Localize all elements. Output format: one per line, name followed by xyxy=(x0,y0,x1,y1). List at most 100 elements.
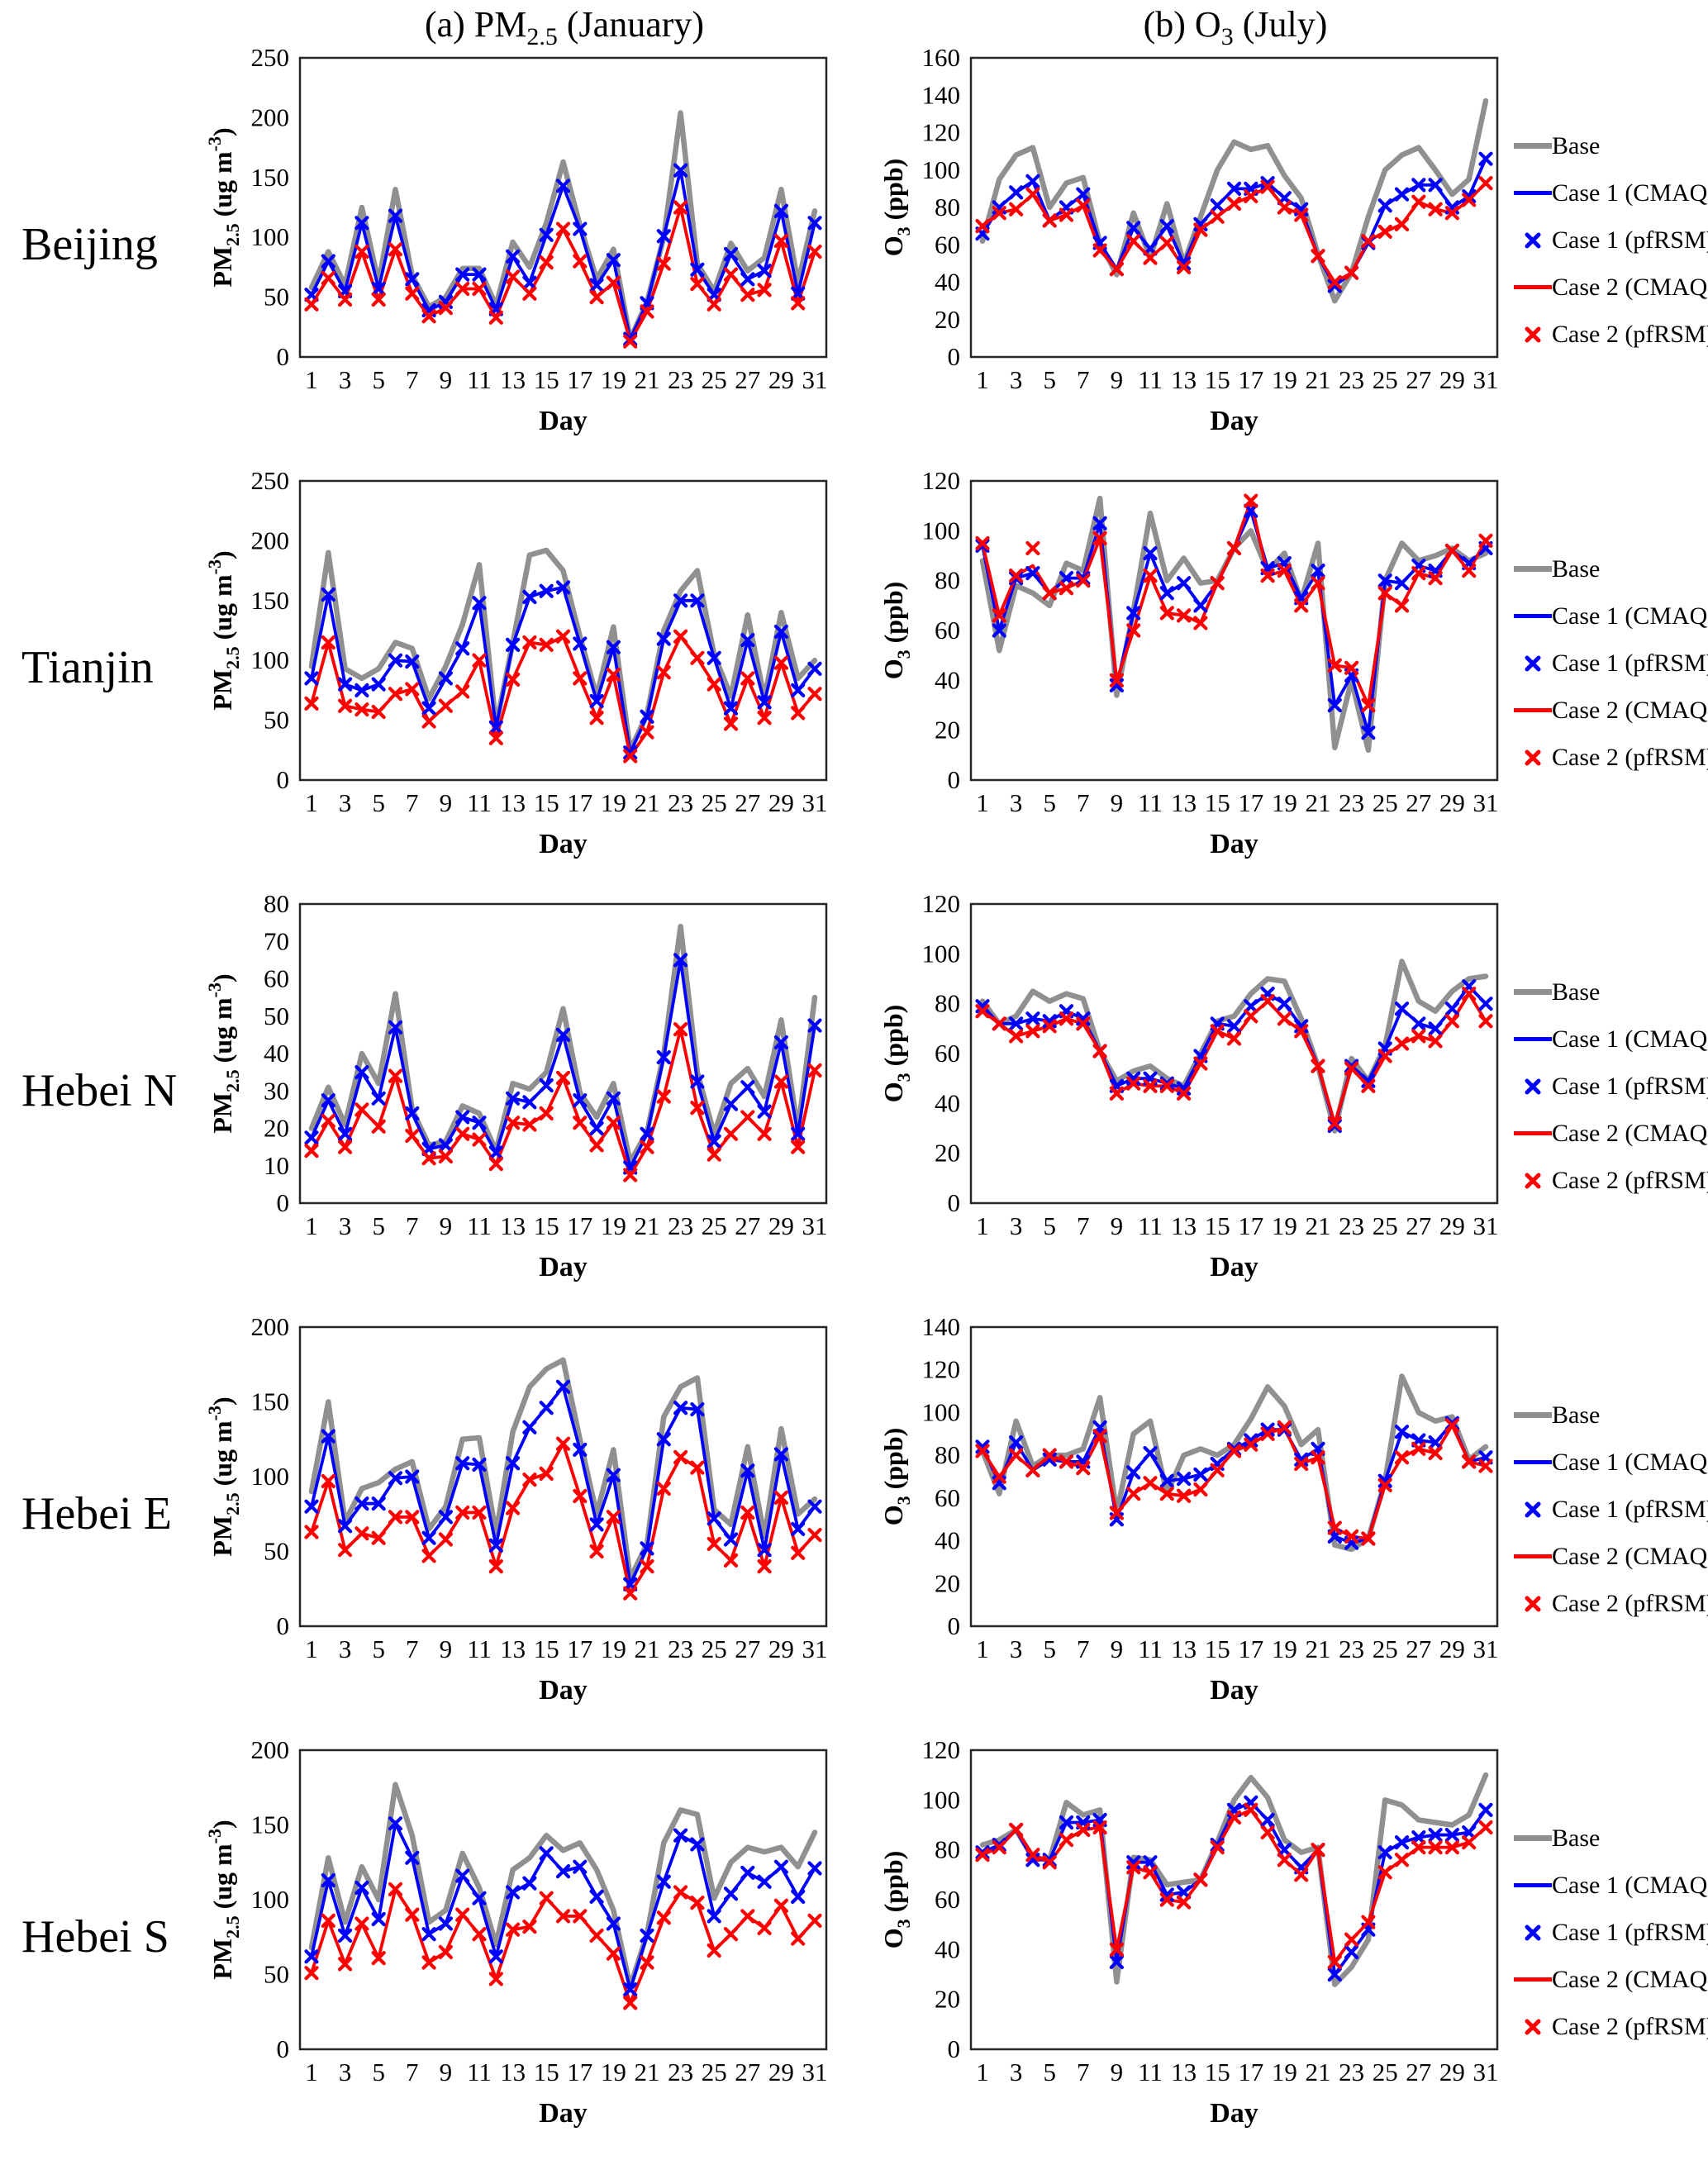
y-tick-label: 50 xyxy=(264,1960,289,1989)
series-line-case-2-cmaq- xyxy=(310,1887,816,2005)
y-tick-label: 60 xyxy=(935,1039,960,1068)
legend-tianjin: Base Case 1 (CMAQ) Case 1 (pfRSM) Case 2 (C… xyxy=(1514,545,1708,781)
legend-label: Base xyxy=(1552,131,1601,159)
x-tick-label: 15 xyxy=(534,2058,559,2086)
legend-item: Case 1 (pfRSM) xyxy=(1514,1486,1708,1533)
x-tick-label: 19 xyxy=(601,1211,626,1240)
x-tick-label: 29 xyxy=(1439,788,1465,817)
legend-line-swatch xyxy=(1514,191,1552,195)
series-markers-case-1-pfrsm- xyxy=(975,1415,1493,1550)
legend-item: Case 2 (CMAQ) xyxy=(1514,687,1708,734)
legend-line-swatch xyxy=(1514,614,1552,618)
series-markers-case-1-pfrsm- xyxy=(304,1816,822,1997)
legend-item: Case 1 (pfRSM) xyxy=(1514,1063,1708,1110)
y-tick-label: 80 xyxy=(935,1440,960,1469)
x-tick-label: 27 xyxy=(735,2058,760,2086)
series-markers-case-2-pfrsm- xyxy=(304,1021,822,1182)
legend-item: Base xyxy=(1514,1392,1708,1439)
x-tick-label: 11 xyxy=(467,788,492,817)
legend-line-swatch xyxy=(1514,143,1552,149)
y-tick-label: 80 xyxy=(935,989,960,1018)
x-tick-label: 13 xyxy=(1171,788,1197,817)
legend-item: Case 1 (CMAQ) xyxy=(1514,1862,1708,1909)
x-tick-label: 9 xyxy=(1111,365,1124,394)
legend-item: Base xyxy=(1514,968,1708,1016)
x-tick-label: 3 xyxy=(1010,365,1023,394)
y-tick-label: 40 xyxy=(935,1088,960,1117)
x-tick-label: 25 xyxy=(702,788,727,817)
y-tick-label: 50 xyxy=(264,1537,289,1566)
x-tick-label: 1 xyxy=(976,1634,989,1663)
y-tick-label: 120 xyxy=(922,466,961,495)
x-tick-label: 27 xyxy=(735,1211,760,1240)
plot-frame xyxy=(298,479,828,782)
y-tick-label: 200 xyxy=(251,1735,290,1764)
legend-line-swatch xyxy=(1514,1977,1552,1982)
y-tick-label: 0 xyxy=(277,1188,290,1217)
x-tick-label: 27 xyxy=(1406,365,1431,394)
y-tick-label: 0 xyxy=(948,1188,961,1217)
series-markers-case-2-pfrsm- xyxy=(975,987,1493,1131)
x-tick-label: 25 xyxy=(1373,365,1398,394)
x-tick-label: 1 xyxy=(305,1634,318,1663)
x-tick-label: 13 xyxy=(500,365,526,394)
x-tick-label: 31 xyxy=(802,788,828,817)
y-tick-label: 100 xyxy=(251,1885,290,1914)
row-label-hebei-n: Hebei N xyxy=(21,1065,178,1116)
y-tick-label: 80 xyxy=(935,1835,960,1864)
x-tick-label: 19 xyxy=(601,788,626,817)
x-tick-label: 17 xyxy=(567,1634,592,1663)
series-line-base xyxy=(308,923,818,1165)
series-markers-case-2-pfrsm- xyxy=(975,1418,1493,1546)
x-tick-label: 5 xyxy=(1043,2058,1056,2086)
y-axis-title: PM2.5 (ug m-3) xyxy=(204,1820,243,1979)
x-axis-title: Day xyxy=(1210,829,1258,859)
x-tick-label: 1 xyxy=(976,1211,989,1240)
series-line-case-2-cmaq- xyxy=(981,499,1487,707)
y-tick-label: 100 xyxy=(251,1462,290,1491)
y-tick-label: 100 xyxy=(922,939,961,968)
legend-item: Case 1 (pfRSM) xyxy=(1514,1909,1708,1956)
series-line-base xyxy=(979,1772,1489,1987)
legend-item: Case 2 (pfRSM) xyxy=(1514,311,1708,358)
x-tick-label: 15 xyxy=(534,1634,559,1663)
row-label-tianjin: Tianjin xyxy=(21,642,154,693)
x-axis-title: Day xyxy=(539,829,588,859)
row-beijing: Beijing 0 50 100 150 200 250 1 3 5 7 9 11 13 15 17 19 21… xyxy=(0,43,1708,466)
legend-item: Case 2 (CMAQ) xyxy=(1514,1533,1708,1580)
x-tick-label: 5 xyxy=(372,1211,385,1240)
x-tick-label: 23 xyxy=(668,788,693,817)
y-tick-label: 200 xyxy=(251,102,290,131)
row-label-hebei-e: Hebei E xyxy=(21,1488,172,1539)
x-axis-title: Day xyxy=(1210,1675,1258,1706)
x-tick-label: 27 xyxy=(735,1634,760,1663)
legend-label: Case 1 (pfRSM) xyxy=(1552,226,1708,254)
y-tick-label: 200 xyxy=(251,526,290,554)
x-axis-title: Day xyxy=(539,1252,588,1282)
legend-line-swatch xyxy=(1514,1131,1552,1135)
x-tick-label: 19 xyxy=(1272,1211,1297,1240)
y-axis-title: O3 (ppb) xyxy=(878,1005,914,1103)
x-tick-label: 9 xyxy=(440,2058,453,2086)
x-tick-label: 3 xyxy=(1010,1211,1023,1240)
y-axis-title: O3 (ppb) xyxy=(878,582,914,680)
series-markers-case-2-pfrsm- xyxy=(304,1436,822,1601)
x-axis-title: Day xyxy=(539,406,588,436)
x-tick-label: 9 xyxy=(1111,1211,1124,1240)
x-tick-label: 31 xyxy=(802,2058,828,2086)
legend-label: Case 1 (pfRSM) xyxy=(1552,1918,1708,1946)
y-tick-label: 200 xyxy=(251,1312,290,1341)
legend-label: Case 2 (CMAQ) xyxy=(1552,273,1708,301)
y-axis-title: PM2.5 (ug m-3) xyxy=(204,1396,243,1556)
x-tick-label: 19 xyxy=(601,365,626,394)
x-tick-label: 11 xyxy=(467,1634,492,1663)
y-tick-label: 70 xyxy=(264,926,289,955)
legend-x-marker-icon xyxy=(1514,1595,1552,1613)
legend-x-marker-icon xyxy=(1514,2018,1552,2036)
y-tick-label: 50 xyxy=(264,706,289,735)
x-tick-label: 25 xyxy=(1373,1634,1398,1663)
